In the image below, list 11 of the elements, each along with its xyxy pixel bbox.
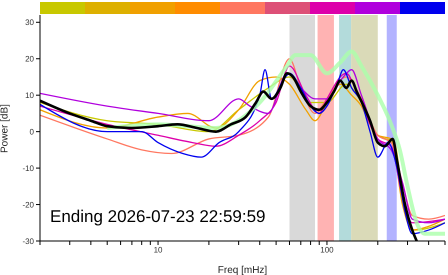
y-tick-label: -20 (22, 200, 35, 210)
y-tick-label: 20 (25, 54, 35, 64)
y-tick-label: -10 (22, 164, 35, 173)
annotation: Ending 2026-07-23 22:59:59 (50, 207, 266, 227)
y-tick-label: 0 (30, 127, 35, 136)
y-tick-label: 30 (25, 18, 35, 28)
x-axis-title: Freq [mHz] (218, 265, 268, 275)
y-axis-title: Power [dB] (0, 104, 11, 153)
x-tick-label: 100 (320, 246, 334, 255)
y-tick-label: 10 (25, 91, 35, 100)
y-tick-label: -30 (22, 236, 35, 246)
